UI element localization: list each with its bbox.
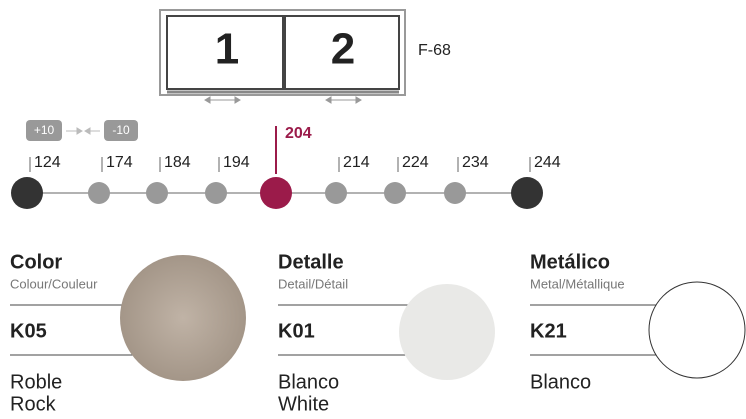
size-label: 234 [462, 154, 489, 171]
swatch-name: White [278, 393, 329, 415]
size-option[interactable] [11, 177, 43, 209]
size-option[interactable] [384, 182, 406, 204]
swatch-title: Detalle [278, 251, 344, 273]
swatch-name: Roble [10, 371, 62, 393]
decrease-label: -10 [112, 123, 130, 137]
swatch[interactable] [399, 284, 495, 380]
size-label: 174 [106, 154, 133, 171]
increase-label: +10 [34, 123, 55, 137]
size-label: 184 [164, 154, 191, 171]
swatch-code: K05 [10, 320, 47, 342]
size-option[interactable] [260, 177, 292, 209]
swatch-code: K01 [278, 320, 315, 342]
size-option[interactable] [146, 182, 168, 204]
swatch[interactable] [120, 255, 246, 381]
size-label: 194 [223, 154, 250, 171]
swatch-code: K21 [530, 320, 567, 342]
swatch-name: Rock [10, 393, 57, 415]
size-option[interactable] [205, 182, 227, 204]
size-option[interactable] [444, 182, 466, 204]
selected-size: 204 [285, 125, 312, 142]
swatch-title: Metálico [530, 251, 610, 273]
swatch-title: Color [10, 251, 62, 273]
configurator: 1 2 F-68 +10 -10 124 174 184 194 204 214 224 23… [0, 0, 746, 419]
swatch-subtitle: Detail/Détail [278, 276, 348, 291]
panel-number: 1 [215, 25, 239, 74]
slide-arrows [205, 97, 361, 103]
page: 1 2 F-68 +10 -10 124 174 184 194 204 214 224 23… [0, 0, 746, 419]
size-label: 124 [34, 154, 61, 171]
swatch-subtitle: Colour/Couleur [10, 276, 98, 291]
swatch-name: Blanco [530, 371, 591, 393]
size-label: 224 [402, 154, 429, 171]
step-arrows [66, 128, 100, 134]
swatch[interactable] [649, 282, 745, 378]
size-option[interactable] [325, 182, 347, 204]
panel-number: 2 [331, 25, 355, 74]
size-option[interactable] [88, 182, 110, 204]
swatch-name: Blanco [278, 371, 339, 393]
model-code: F-68 [418, 42, 451, 59]
size-option[interactable] [511, 177, 543, 209]
size-label: 244 [534, 154, 561, 171]
size-label: 214 [343, 154, 370, 171]
swatch-subtitle: Metal/Métallique [530, 276, 625, 291]
